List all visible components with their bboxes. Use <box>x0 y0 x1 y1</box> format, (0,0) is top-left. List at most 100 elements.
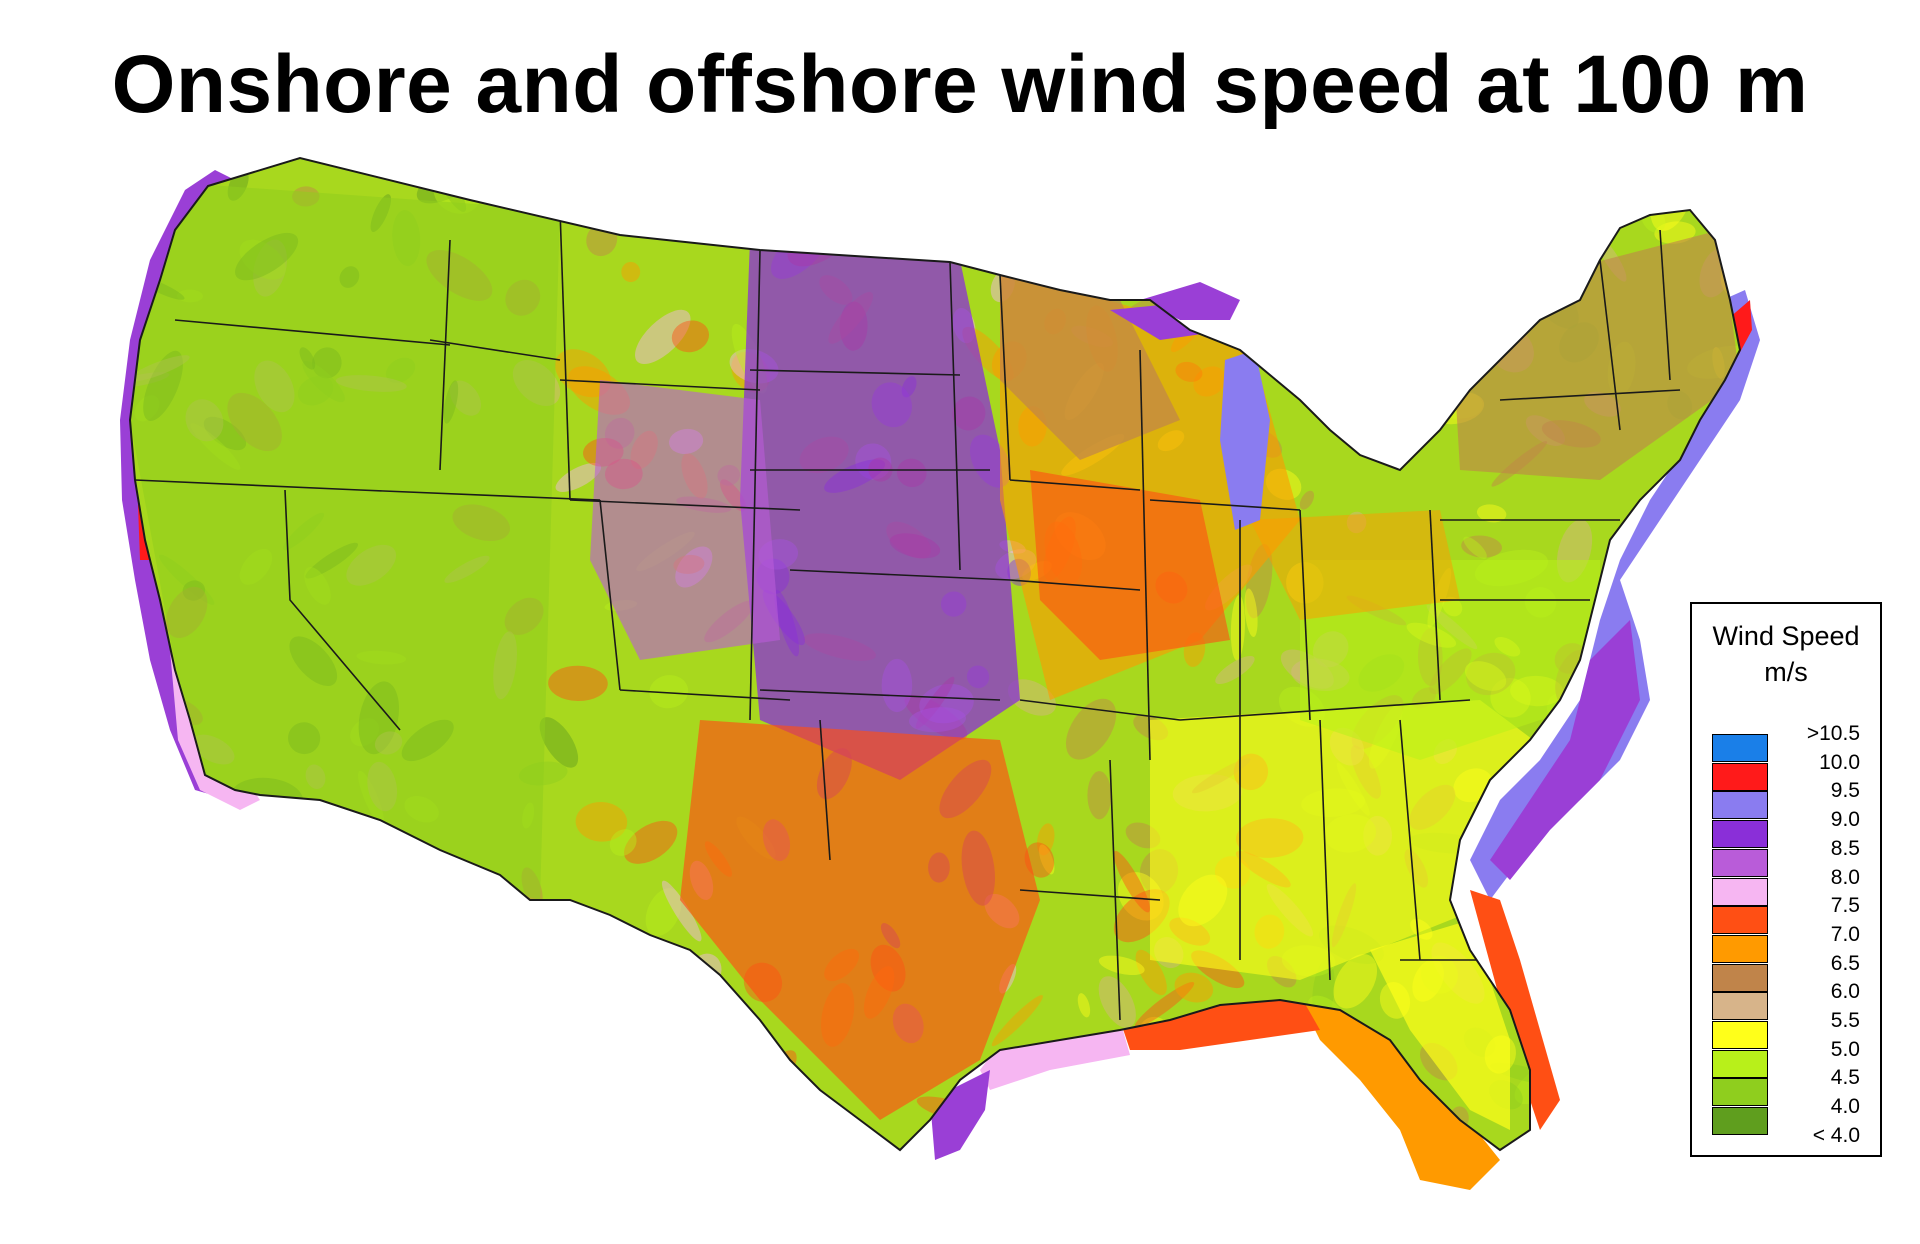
wind-texture-patch <box>671 320 710 353</box>
wind-texture-patch <box>178 1036 210 1085</box>
wind-texture-patch <box>1721 230 1740 241</box>
wind-texture-patch <box>564 158 600 198</box>
wind-texture-patch <box>1100 1093 1121 1119</box>
legend-label: 10.0 <box>1819 750 1860 774</box>
wind-texture-patch <box>498 1093 536 1149</box>
state-border-line <box>569 499 801 511</box>
legend-label: < 4.0 <box>1812 1123 1860 1147</box>
wind-texture-patch <box>1333 954 1378 1009</box>
map-title: Onshore and offshore wind speed at 100 m <box>111 39 1809 130</box>
wind-texture-patch <box>658 1017 713 1068</box>
wind-texture-patch <box>1275 1111 1307 1150</box>
wind-texture-patch <box>539 717 579 768</box>
wind-texture-patch <box>375 907 404 943</box>
legend-label: 9.5 <box>1830 779 1860 803</box>
wind-texture-patch <box>421 1104 442 1150</box>
wind-texture-patch <box>1034 167 1088 207</box>
wind-texture-patch <box>1215 655 1255 685</box>
wind-texture-patch <box>745 159 802 205</box>
wind-texture-patch <box>1065 698 1117 760</box>
state-border-line <box>359 489 601 501</box>
wind-texture-patch <box>649 675 689 709</box>
state-border-line <box>1109 759 1121 1021</box>
wind-texture-patch <box>1519 289 1548 318</box>
wind-texture-patch <box>1283 1069 1308 1087</box>
wind-texture-patch <box>1498 282 1518 343</box>
state-border-line <box>789 569 1011 581</box>
wind-texture-patch <box>1518 261 1585 291</box>
wind-texture-patch <box>777 1133 813 1150</box>
wind-texture-patch <box>1654 221 1696 244</box>
state-border-line <box>619 689 791 701</box>
wind-texture-patch <box>279 866 315 900</box>
wind-texture-patch <box>1703 477 1738 513</box>
legend-swatch <box>1712 1078 1768 1107</box>
wind-texture-patch <box>513 1024 568 1059</box>
wind-texture-patch <box>1259 293 1333 336</box>
wind-texture-patch <box>920 231 933 260</box>
wind-texture-patch <box>1461 535 1503 558</box>
wind-texture-patch <box>1230 595 1245 661</box>
legend-swatch <box>1712 820 1768 849</box>
state-border-line <box>1179 699 1471 721</box>
wind-texture-patch <box>1427 218 1448 253</box>
region-west-green <box>130 180 560 900</box>
state-border-line <box>1019 889 1161 901</box>
offshore-band-atlantic <box>1470 290 1760 900</box>
region-upper-midwest-brown <box>1000 270 1180 460</box>
wind-texture-patch <box>1624 158 1650 190</box>
wind-texture-patch <box>268 1081 306 1120</box>
wind-texture-patch <box>1115 1101 1181 1122</box>
wind-texture-patch <box>1426 328 1471 356</box>
wind-texture-patch <box>1249 1119 1299 1150</box>
state-border-line <box>559 209 571 501</box>
wind-texture-patch <box>1302 312 1339 348</box>
legend: Wind Speed m/s >10.5 10.0 9.5 9.0 8.5 8.0 7.5 7… <box>1690 602 1882 1157</box>
wind-texture-patch <box>609 829 637 856</box>
wind-texture-patch <box>1134 981 1195 1028</box>
legend-label: 7.5 <box>1830 894 1860 918</box>
wind-texture-patch <box>196 856 218 931</box>
wind-texture-patch <box>1599 828 1652 869</box>
wind-texture-patch <box>555 349 611 398</box>
legend-swatch <box>1712 791 1768 820</box>
offshore-band-gulf-orange <box>1300 1000 1500 1190</box>
wind-texture-patch <box>361 886 411 912</box>
state-border-line <box>759 689 1001 701</box>
wind-texture-patch <box>1174 972 1214 1003</box>
wind-texture-patch <box>350 1040 379 1094</box>
wind-texture-patch <box>1540 877 1578 901</box>
wind-texture-patch <box>1087 233 1109 287</box>
legend-label: 7.0 <box>1830 922 1860 946</box>
state-border-line <box>1019 699 1181 721</box>
wind-texture-patch <box>991 995 1043 1047</box>
wind-texture-patch <box>442 866 475 900</box>
legend-swatch <box>1712 848 1768 877</box>
wind-texture-patch <box>297 871 352 907</box>
wind-texture-patch <box>1126 1073 1197 1091</box>
wind-texture-patch <box>1647 972 1676 1041</box>
wind-texture-patch <box>1098 955 1145 976</box>
legend-swatch <box>1712 762 1768 791</box>
wind-texture-patch <box>394 1003 461 1040</box>
wind-texture-patch <box>1589 996 1626 1033</box>
state-border-line <box>134 479 361 491</box>
wind-texture-patch <box>1020 158 1069 192</box>
wind-texture-patch <box>1502 296 1524 334</box>
wind-texture-patch <box>1657 167 1710 204</box>
wind-texture-patch <box>878 158 891 174</box>
region-florida-yellow <box>1370 920 1510 1130</box>
wind-texture-patch <box>548 665 608 702</box>
legend-swatch <box>1712 934 1768 963</box>
us-outline <box>128 156 1742 1152</box>
state-border-line <box>1659 229 1671 381</box>
wind-texture-patch <box>661 880 702 942</box>
offshore-band-atlantic-purple <box>1490 620 1640 880</box>
wind-texture-patch <box>712 1046 759 1063</box>
wind-texture-patch <box>1195 218 1218 236</box>
state-border-line <box>1299 509 1311 721</box>
state-border-line <box>1009 479 1141 491</box>
wind-texture-patch <box>244 1069 281 1105</box>
wind-texture-patch <box>228 974 253 1028</box>
wind-texture-patch <box>1494 299 1538 326</box>
